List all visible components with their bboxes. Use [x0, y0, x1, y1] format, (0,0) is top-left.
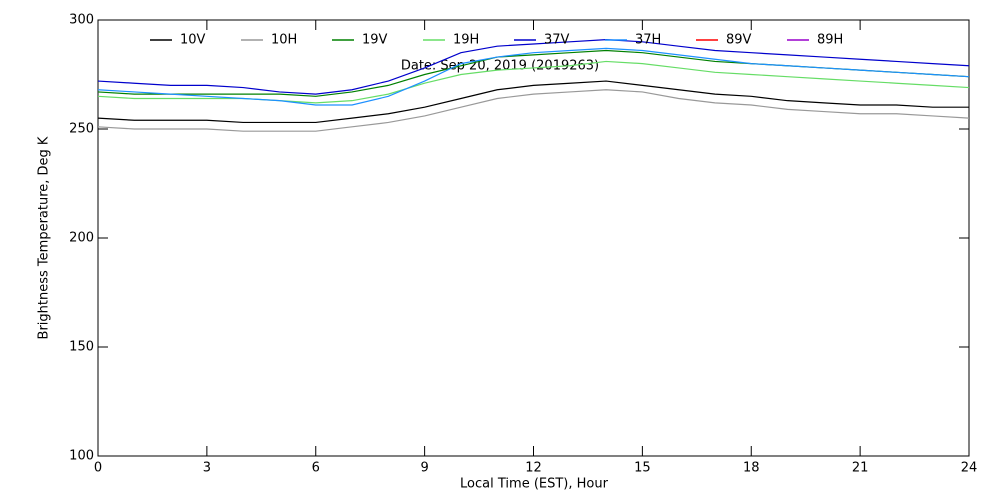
chart-subtitle: Date: Sep 20, 2019 (2019263)	[401, 59, 599, 74]
legend-label: 10V	[180, 33, 206, 48]
x-tick-label: 6	[312, 461, 320, 476]
x-axis-label: Local Time (EST), Hour	[460, 477, 609, 492]
legend-label: 37V	[544, 33, 570, 48]
y-tick-label: 100	[69, 449, 94, 464]
y-tick-label: 150	[69, 340, 94, 355]
series-line	[97, 47, 970, 106]
x-tick-label: 12	[525, 461, 542, 476]
x-tick-label: 15	[634, 461, 651, 476]
legend-label: 37H	[635, 33, 661, 48]
y-axis-label: Brightness Temperature, Deg K	[37, 136, 52, 339]
series-line	[97, 39, 970, 95]
x-tick-label: 24	[961, 461, 978, 476]
x-tick-label: 0	[94, 461, 102, 476]
legend-label: 19V	[362, 33, 388, 48]
legend-label: 10H	[271, 33, 297, 48]
y-tick-label: 250	[69, 122, 94, 137]
legend-label: 19H	[453, 33, 479, 48]
x-tick-label: 3	[203, 461, 211, 476]
series-line	[97, 89, 970, 132]
x-tick-label: 9	[420, 461, 428, 476]
series-line	[97, 80, 969, 124]
legend-label: 89V	[726, 33, 752, 48]
x-tick-label: 18	[743, 461, 760, 476]
x-tick-label: 21	[852, 461, 869, 476]
y-tick-label: 300	[69, 13, 94, 28]
y-tick-label: 200	[69, 231, 94, 246]
legend-label: 89H	[817, 33, 843, 48]
